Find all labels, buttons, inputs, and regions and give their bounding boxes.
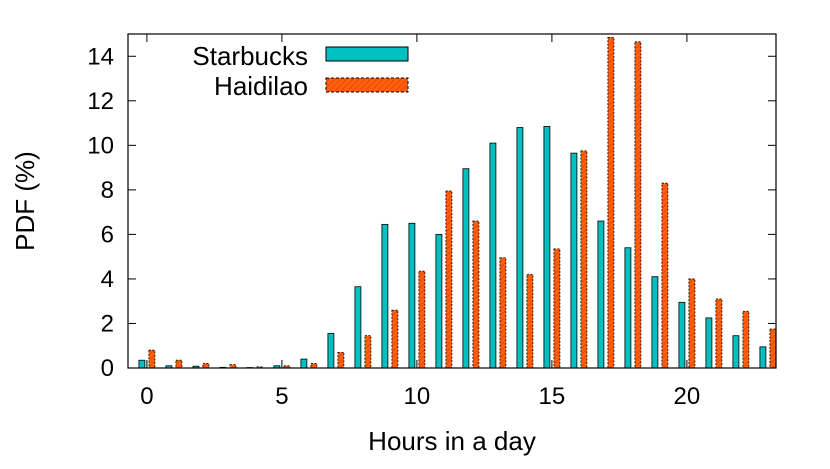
bar-starbucks-hour-23 <box>760 347 766 368</box>
bar-haidilao-hour-10 <box>419 271 425 368</box>
bar-haidilao-hour-23 <box>770 329 776 368</box>
bar-haidilao-hour-11 <box>446 191 452 368</box>
bar-haidilao-hour-1 <box>176 360 182 368</box>
bar-starbucks-hour-17 <box>598 221 604 368</box>
x-axis-label: Hours in a day <box>368 426 536 456</box>
bar-haidilao-hour-16 <box>581 151 587 368</box>
bar-starbucks-hour-11 <box>436 234 442 368</box>
bar-starbucks-hour-20 <box>679 302 685 368</box>
legend-swatch-haidilao <box>326 78 408 92</box>
bar-haidilao-hour-0 <box>149 350 155 368</box>
bar-haidilao-hour-14 <box>527 274 533 368</box>
y-tick-label-0: 0 <box>101 355 114 382</box>
bar-starbucks-hour-7 <box>328 333 334 368</box>
bar-starbucks-hour-16 <box>571 153 577 368</box>
bar-starbucks-hour-14 <box>517 128 523 368</box>
bar-starbucks-hour-15 <box>544 126 550 368</box>
legend-label-starbucks: Starbucks <box>192 41 308 71</box>
bar-starbucks-hour-19 <box>652 277 658 368</box>
x-tick-label-0: 0 <box>140 383 153 410</box>
y-tick-label-10: 10 <box>87 132 114 159</box>
bar-starbucks-hour-6 <box>301 359 307 368</box>
bar-starbucks-hour-9 <box>382 224 388 368</box>
x-tick-label-20: 20 <box>674 383 701 410</box>
y-tick-label-4: 4 <box>101 266 114 293</box>
bar-starbucks-hour-21 <box>706 318 712 368</box>
bar-starbucks-hour-13 <box>490 143 496 368</box>
bar-starbucks-hour-18 <box>625 248 631 368</box>
bar-haidilao-hour-18 <box>635 42 641 368</box>
bar-haidilao-hour-8 <box>365 336 371 368</box>
y-tick-label-6: 6 <box>101 221 114 248</box>
x-tick-label-5: 5 <box>275 383 288 410</box>
bar-haidilao-hour-22 <box>743 311 749 368</box>
y-tick-label-14: 14 <box>87 43 114 70</box>
bar-haidilao-hour-20 <box>689 279 695 368</box>
bar-starbucks-hour-22 <box>733 336 739 368</box>
bar-haidilao-hour-6 <box>311 364 317 368</box>
bar-haidilao-hour-13 <box>500 258 506 368</box>
bar-haidilao-hour-17 <box>608 37 614 368</box>
y-tick-label-12: 12 <box>87 88 114 115</box>
y-tick-label-2: 2 <box>101 310 114 337</box>
bar-starbucks-hour-12 <box>463 169 469 368</box>
bar-starbucks-hour-10 <box>409 223 415 368</box>
y-tick-label-8: 8 <box>101 177 114 204</box>
bar-starbucks-hour-0 <box>139 360 145 368</box>
x-tick-label-10: 10 <box>404 383 431 410</box>
legend: Starbucks Haidilao <box>192 41 408 101</box>
x-tick-label-15: 15 <box>539 383 566 410</box>
legend-label-haidilao: Haidilao <box>214 71 308 101</box>
bar-haidilao-hour-21 <box>716 299 722 368</box>
bar-starbucks-hour-8 <box>355 287 361 368</box>
bar-haidilao-hour-2 <box>203 364 209 368</box>
bar-haidilao-hour-9 <box>392 310 398 368</box>
bar-haidilao-hour-19 <box>662 183 668 368</box>
bar-haidilao-hour-12 <box>473 221 479 368</box>
bar-haidilao-hour-15 <box>554 249 560 368</box>
y-axis-label: PDF (%) <box>10 151 40 251</box>
legend-swatch-starbucks <box>326 47 408 61</box>
bar-haidilao-hour-7 <box>338 352 344 368</box>
